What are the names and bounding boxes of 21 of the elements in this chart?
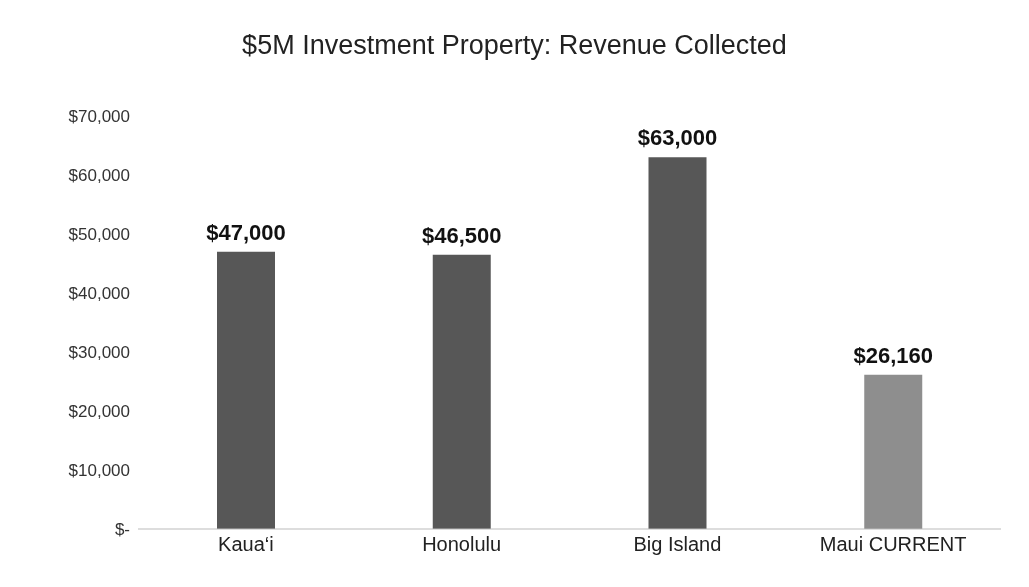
bar: [217, 251, 275, 529]
bar: [864, 374, 923, 529]
x-tick-label: Maui CURRENT: [819, 533, 967, 556]
data-label: $63,000: [637, 125, 718, 151]
data-label: $46,500: [421, 222, 502, 248]
x-tick-label: Kaua‘i: [218, 533, 274, 556]
x-tick-label: Honolulu: [422, 533, 502, 556]
y-tick-label: $10,000: [68, 461, 130, 481]
y-tick-label: $-: [114, 520, 130, 540]
y-tick-label: $70,000: [68, 107, 130, 127]
y-tick-label: $50,000: [68, 225, 130, 245]
y-tick-label: $40,000: [68, 284, 130, 304]
bar: [648, 157, 707, 529]
x-tick-label: Big Island: [633, 533, 722, 556]
chart-title: $5M Investment Property: Revenue Collected: [241, 29, 788, 62]
data-label: $26,160: [853, 342, 934, 368]
y-tick-label: $60,000: [68, 166, 130, 186]
bar: [432, 254, 491, 529]
y-tick-label: $30,000: [68, 343, 130, 363]
y-tick-label: $20,000: [68, 402, 130, 422]
data-label: $47,000: [206, 219, 286, 245]
